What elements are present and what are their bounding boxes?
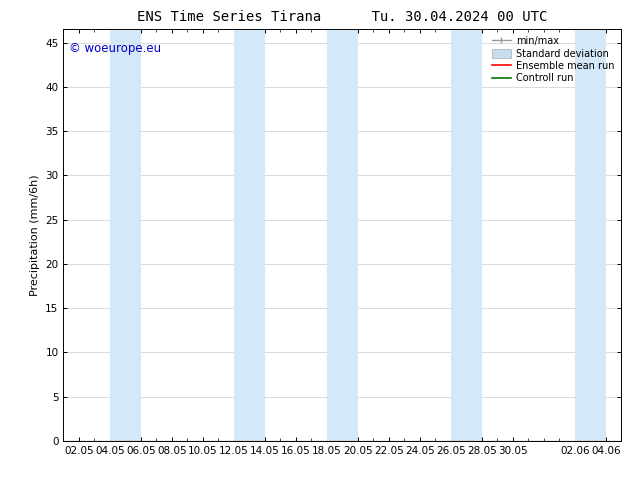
Title: ENS Time Series Tirana      Tu. 30.04.2024 00 UTC: ENS Time Series Tirana Tu. 30.04.2024 00… bbox=[137, 10, 548, 24]
Legend: min/max, Standard deviation, Ensemble mean run, Controll run: min/max, Standard deviation, Ensemble me… bbox=[489, 34, 616, 85]
Bar bbox=[327, 29, 358, 441]
Bar bbox=[575, 29, 606, 441]
Bar bbox=[110, 29, 141, 441]
Y-axis label: Precipitation (mm/6h): Precipitation (mm/6h) bbox=[30, 174, 40, 296]
Text: © woeurope.eu: © woeurope.eu bbox=[69, 42, 161, 55]
Bar bbox=[234, 29, 265, 441]
Bar bbox=[451, 29, 482, 441]
